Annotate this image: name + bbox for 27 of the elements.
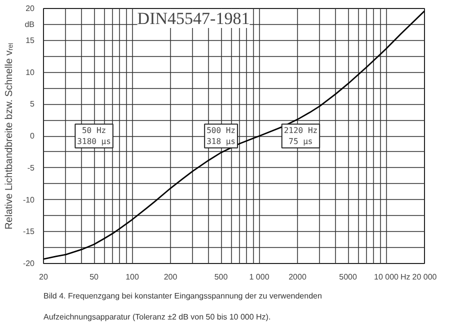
annotation: 50 Hz 3180 µs: [77, 126, 112, 146]
x-tick-label: 2000: [288, 272, 307, 282]
y-tick-label: 20: [26, 4, 36, 13]
y-tick-label: 15: [26, 36, 36, 45]
x-tick-label: 500: [214, 272, 228, 282]
x-tick-label: 50: [90, 272, 100, 282]
x-tick-label: 20 000: [412, 272, 438, 282]
y-axis-title: Relative Lichtbandbreite bzw. Schnelle vᵣₑₗ: [4, 42, 15, 230]
y-tick-label: -10: [22, 195, 36, 204]
x-tick-label: 20: [39, 272, 48, 282]
x-tick-label: 200: [164, 272, 178, 282]
x-tick-label: 10 000: [374, 272, 400, 282]
x-tick-label: 1 000: [249, 272, 270, 282]
chart-title: DIN45547-1981: [137, 9, 250, 28]
y-tick-label: -15: [22, 227, 36, 236]
y-tick-label: dB: [24, 20, 35, 29]
x-axis-title: Hz: [400, 272, 410, 282]
text: Bild 4. Frequenzgang bei konstanter Eingangsspannung der zu verwendenden Aufzeichnungsapparatur (Toleranz ±2 dB von 50 bis 10 000 Hz).: [44, 292, 322, 322]
y-tick-label: -5: [27, 163, 36, 172]
annotation: 500 Hz 318 µs: [206, 126, 236, 146]
x-tick-label: 5000: [339, 272, 358, 282]
annotation: 2120 Hz 75 µs: [284, 126, 318, 146]
y-tick-label: 10: [26, 68, 36, 77]
y-tick-label: -20: [22, 259, 36, 268]
x-tick-label: 100: [126, 272, 140, 282]
y-tick-label: 5: [30, 100, 36, 109]
y-tick-label: 0: [30, 132, 36, 140]
